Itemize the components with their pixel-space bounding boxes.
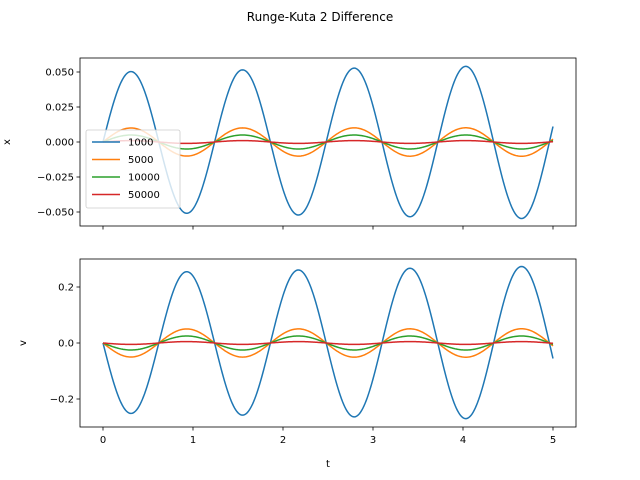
subplot-x-x-ticks [102,226,554,230]
x-axis-label: t [326,459,330,470]
y-tick-label-x: 0.025 [45,103,74,114]
legend-entry: 50000 [128,190,160,201]
series-line-v-50000 [102,340,554,346]
y-tick-label-x: 0.000 [45,138,74,149]
legend-entry: 1000 [128,138,153,149]
subplot-x-ylabel: x [2,139,13,145]
legend: 1000 5000 10000 50000 [85,129,181,209]
x-tick-label: 1 [190,435,196,446]
subplot-v: 0.2 0.0 −0.2 0 1 2 3 4 5 v t [18,258,577,470]
subplot-v-series [102,265,554,420]
x-tick-label: 5 [550,435,556,446]
legend-box [85,129,181,209]
x-tick-label: 3 [370,435,376,446]
x-tick-label: 2 [280,435,286,446]
series-line-v-1000 [102,265,554,420]
subplot-v-x-ticks: 0 1 2 3 4 5 [100,427,556,446]
y-tick-label-v: −0.2 [50,395,74,406]
chart-title: Runge-Kuta 2 Difference [247,10,393,24]
subplot-v-ylabel: v [18,340,29,346]
subplot-v-y-ticks: 0.2 0.0 −0.2 [50,283,80,406]
x-tick-label: 4 [460,435,466,446]
legend-entry: 10000 [128,173,160,184]
y-tick-label-x: −0.050 [37,208,74,219]
x-tick-label: 0 [100,435,106,446]
subplot-x-y-ticks: 0.050 0.025 0.000 −0.025 −0.050 [37,68,80,219]
y-tick-label-x: 0.050 [45,68,74,79]
legend-entry: 5000 [128,155,153,166]
y-tick-label-x: −0.025 [37,173,74,184]
y-tick-label-v: 0.0 [58,339,74,350]
y-tick-label-v: 0.2 [58,283,74,294]
